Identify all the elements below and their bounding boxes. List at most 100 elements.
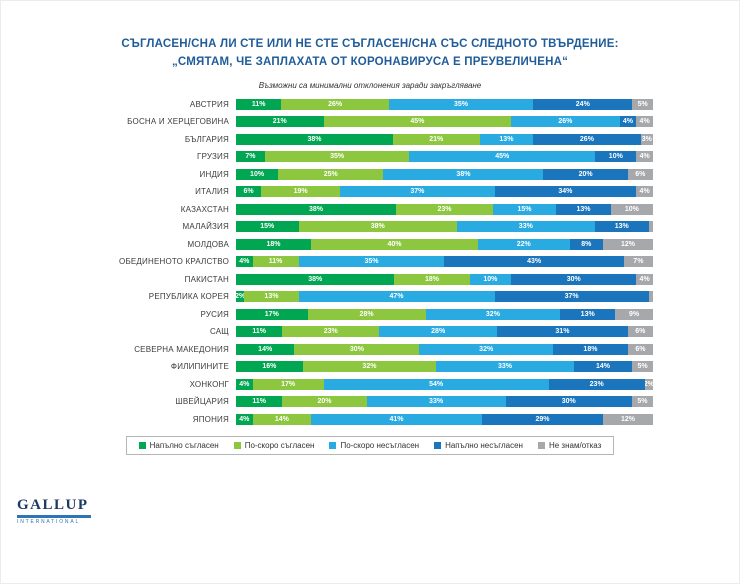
- chart-subtitle: Възможни са минимални отклонения заради …: [258, 80, 482, 90]
- bar-segment: 18%: [236, 238, 312, 250]
- stacked-bar: 4% 14% 41% 29% 12%: [236, 413, 653, 425]
- bar-segment: 38%: [383, 168, 544, 180]
- bar-segment: 4%: [236, 378, 253, 390]
- country-label: РЕПУБЛИКА КОРЕЯ: [148, 292, 229, 302]
- bar-segment: 54%: [323, 378, 549, 390]
- country-label: САЩ: [209, 327, 229, 337]
- legend-item: Не знам/отказ: [537, 440, 602, 450]
- bar-segment: 35%: [298, 256, 445, 268]
- bar-segment: 21%: [392, 133, 480, 145]
- legend-item: Напълно съгласен: [138, 441, 219, 450]
- bar-segment: 33%: [366, 396, 506, 408]
- bar-segment: 24%: [533, 98, 633, 110]
- stacked-bar: 16% 32% 33% 14% 5%: [236, 361, 653, 373]
- chart-row: ОБЕДИНЕНОТО КРАЛСТВО 4% 11% 35% 43% 7%: [87, 256, 653, 268]
- bar-segment: 5%: [632, 98, 653, 110]
- chart-row: ГРУЗИЯ 7% 35% 45% 10% 4%: [87, 151, 653, 163]
- chart-row: МОЛДОВА 18% 40% 22% 8% 12%: [87, 238, 653, 250]
- chart-row: БОСНА И ХЕРЦЕГОВИНА 21% 45% 26% 4% 4%: [87, 116, 653, 128]
- stacked-bar: 7% 35% 45% 10% 4%: [236, 151, 653, 163]
- country-label: ЯПОНИЯ: [192, 414, 229, 424]
- country-label: АВСТРИЯ: [189, 99, 229, 109]
- bar-segment: 14%: [236, 343, 295, 355]
- bar-segment: 4%: [636, 273, 653, 285]
- country-label: СЕВЕРНА МАКЕДОНИЯ: [134, 344, 229, 354]
- stacked-bar: 14% 30% 32% 18% 6%: [236, 343, 653, 355]
- stacked-bar: 38% 21% 13% 26% 3%: [236, 133, 653, 145]
- bar-segment: 29%: [482, 413, 603, 425]
- bar-segment: 26%: [281, 98, 389, 110]
- bar-segment: 12%: [602, 238, 653, 250]
- logo-wordmark: GALLUP: [17, 497, 89, 513]
- bar-segment: 13%: [556, 203, 611, 215]
- bar-segment: 19%: [261, 186, 341, 198]
- logo-underline: [17, 515, 91, 518]
- bar-segment: 17%: [252, 378, 324, 390]
- bar-segment: 20%: [543, 168, 628, 180]
- bar-segment: 4%: [636, 186, 653, 198]
- bar-segment: 23%: [396, 203, 493, 215]
- legend-swatch: [537, 441, 545, 449]
- country-label: ИТАЛИЯ: [195, 187, 229, 197]
- chart-row: СЕВЕРНА МАКЕДОНИЯ 14% 30% 32% 18% 6%: [87, 343, 653, 355]
- bar-segment: 4%: [636, 116, 653, 128]
- bar-segment: 6%: [627, 326, 653, 338]
- bar-segment: 18%: [552, 343, 628, 355]
- chart-row: РЕПУБЛИКА КОРЕЯ 2%13%47%37%: [87, 291, 653, 303]
- country-label: ХОНКОНГ: [189, 379, 229, 389]
- stacked-bar: 11% 26% 35% 24% 5%: [236, 98, 653, 110]
- stacked-bar-chart: АВСТРИЯ 11% 26% 35% 24% 5% БОСНА И ХЕРЦЕГОВИНА…: [87, 98, 653, 455]
- bar-segment: [648, 291, 653, 303]
- bar-segment: 8%: [569, 238, 603, 250]
- bar-segment: 5%: [632, 361, 653, 373]
- stacked-bar: 4% 11% 35% 43% 7%: [236, 256, 653, 268]
- bar-segment: 26%: [533, 133, 641, 145]
- bar-segment: 23%: [548, 378, 645, 390]
- bar-segment: 38%: [298, 221, 457, 233]
- country-label: МОЛДОВА: [187, 239, 229, 249]
- legend-swatch: [138, 441, 146, 449]
- legend-label: Напълно несъгласен: [445, 440, 523, 450]
- chart-row: ФИЛИПИНИТЕ 16% 32% 33% 14% 5%: [87, 361, 653, 373]
- bar-segment: 7%: [623, 256, 653, 268]
- bar-segment: 45%: [323, 116, 512, 128]
- country-label: БОСНА И ХЕРЦЕГОВИНА: [127, 117, 229, 127]
- bar-segment: 45%: [409, 151, 596, 163]
- chart-row: ИТАЛИЯ 6% 19% 37% 34% 4%: [87, 186, 653, 198]
- bar-segment: 11%: [236, 396, 283, 408]
- bar-segment: 30%: [505, 396, 632, 408]
- bar-segment: 28%: [379, 326, 498, 338]
- bar-segment: 20%: [282, 396, 367, 408]
- stacked-bar: 17% 28% 32% 13% 9%: [236, 308, 653, 320]
- stacked-bar: 10% 25% 38% 20% 6%: [236, 168, 653, 180]
- chart-title-line1: СЪГЛАСЕН/СНА ЛИ СТЕ ИЛИ НЕ СТЕ СЪГЛАСЕН/…: [121, 38, 619, 50]
- bar-segment: 37%: [494, 291, 649, 303]
- country-label: ПАКИСТАН: [184, 274, 229, 284]
- chart-row: ШВЕЙЦАРИЯ 11% 20% 33% 30% 5%: [87, 396, 653, 408]
- bar-segment: 11%: [236, 98, 282, 110]
- gallup-logo: GALLUP INTERNATIONAL: [17, 497, 97, 525]
- bar-segment: 4%: [236, 256, 253, 268]
- chart-title: СЪГЛАСЕН/СНА ЛИ СТЕ ИЛИ НЕ СТЕ СЪГЛАСЕН/…: [1, 35, 739, 72]
- bar-segment: 13%: [244, 291, 299, 303]
- bar-segment: 43%: [444, 256, 624, 268]
- bar-segment: 13%: [560, 308, 616, 320]
- country-label: ФИЛИПИНИТЕ: [170, 362, 229, 372]
- legend-item: По-скоро несъгласен: [329, 441, 419, 450]
- bar-segment: 11%: [252, 256, 299, 268]
- stacked-bar: 4%17%54%23%2%: [236, 378, 653, 390]
- bar-segment: 15%: [492, 203, 557, 215]
- bar-segment: 13%: [479, 133, 534, 145]
- bar-segment: 38%: [236, 273, 395, 285]
- bar-segment: 28%: [307, 308, 426, 320]
- chart-row: МАЛАЙЗИЯ 15% 38% 33% 13%: [87, 221, 653, 233]
- country-label: ИНДИЯ: [199, 169, 229, 179]
- country-label: БЪЛГАРИЯ: [184, 134, 229, 144]
- stacked-bar: 6% 19% 37% 34% 4%: [236, 186, 653, 198]
- chart-title-line2: „СМЯТАМ, ЧЕ ЗАПЛАХАТА ОТ КОРОНАВИРУСА Е …: [171, 56, 569, 69]
- legend-label: Не знам/отказ: [548, 440, 602, 450]
- chart-row: РУСИЯ 17% 28% 32% 13% 9%: [87, 308, 653, 320]
- bar-segment: 23%: [282, 326, 380, 338]
- bar-segment: 10%: [469, 273, 512, 285]
